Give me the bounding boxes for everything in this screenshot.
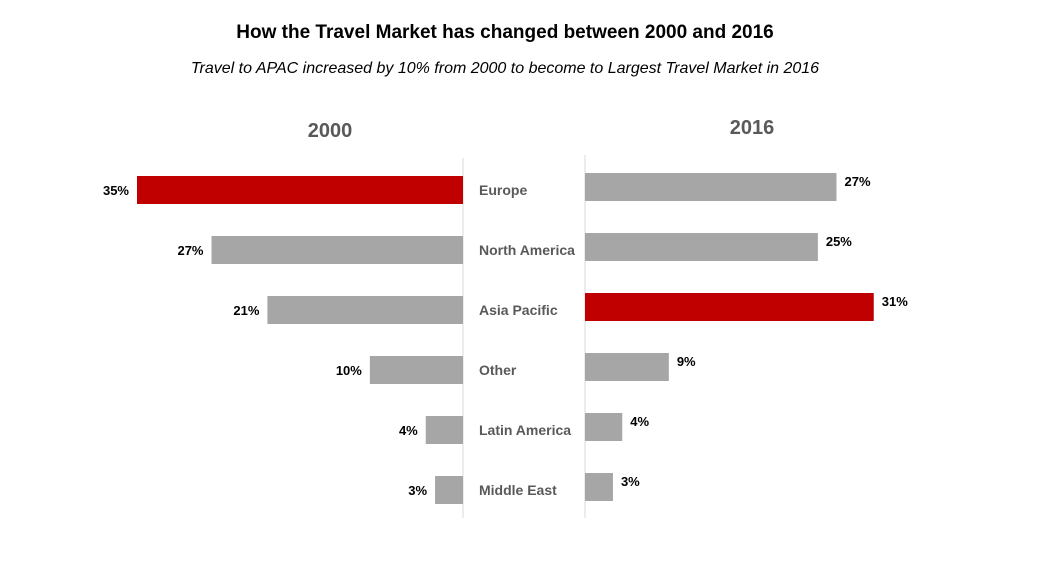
bar-2016-europe xyxy=(585,173,837,201)
bar-2000-europe xyxy=(137,176,463,204)
value-label-2000-latin-america: 4% xyxy=(399,423,418,438)
value-label-2000-north-america: 27% xyxy=(177,243,203,258)
bar-2000-latin-america xyxy=(425,416,463,444)
category-label-europe: Europe xyxy=(479,182,527,198)
value-label-2000-europe: 35% xyxy=(103,183,129,198)
chart-title: How the Travel Market has changed betwee… xyxy=(236,22,774,43)
bar-2016-latin-america xyxy=(585,413,623,441)
category-label-other: Other xyxy=(479,362,517,378)
category-label-north-america: North America xyxy=(479,242,575,258)
bar-2016-other xyxy=(585,353,669,381)
category-label-middle-east: Middle East xyxy=(479,482,557,498)
value-label-2016-north-america: 25% xyxy=(826,234,852,249)
bar-2016-north-america xyxy=(585,233,818,261)
category-label-latin-america: Latin America xyxy=(479,422,571,438)
category-label-asia-pacific: Asia Pacific xyxy=(479,302,558,318)
panel-title-2016: 2016 xyxy=(730,117,775,139)
bar-2000-north-america xyxy=(211,236,463,264)
category-labels: Europe North America Asia Pacific Other Lati… xyxy=(479,182,575,498)
value-label-2016-latin-america: 4% xyxy=(630,414,649,429)
series-2016-bars xyxy=(585,173,874,501)
value-label-2016-asia-pacific: 31% xyxy=(882,294,908,309)
series-2000-bars xyxy=(137,176,463,504)
bar-2000-other xyxy=(369,356,463,384)
chart-subtitle: Travel to APAC increased by 10% from 200… xyxy=(191,60,819,77)
value-label-2000-middle-east: 3% xyxy=(408,483,427,498)
bar-2016-middle-east xyxy=(585,473,613,501)
bar-2000-middle-east xyxy=(435,476,463,504)
bar-2016-asia-pacific xyxy=(585,293,874,321)
bar-2000-asia-pacific xyxy=(267,296,463,324)
value-label-2000-asia-pacific: 21% xyxy=(233,303,259,318)
value-label-2016-europe: 27% xyxy=(844,174,870,189)
value-label-2000-other: 10% xyxy=(336,363,362,378)
value-label-2016-other: 9% xyxy=(677,354,696,369)
series-2016-value-labels: 27% 25% 31% 9% 4% 3% xyxy=(621,174,908,489)
series-2000-value-labels: 35% 27% 21% 10% 4% 3% xyxy=(103,183,428,498)
panel-title-2000: 2000 xyxy=(308,120,353,142)
value-label-2016-middle-east: 3% xyxy=(621,474,640,489)
